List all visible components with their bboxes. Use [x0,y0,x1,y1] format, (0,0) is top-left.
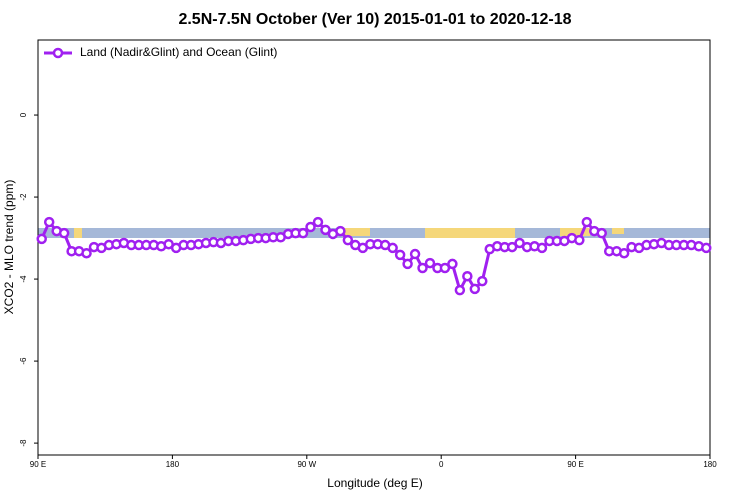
legend-marker [52,47,64,59]
data-point [447,258,458,270]
data-point [312,216,324,228]
x-tick-label: 90 E [30,460,46,469]
data-point [43,216,55,228]
data-point [409,248,421,260]
y-tick-label: 0 [19,112,28,117]
y-axis-label: XCO2 - MLO trend (ppm) [2,180,16,315]
y-tick-label: -8 [19,439,28,447]
data-point [469,283,481,295]
data-point [454,284,466,296]
x-tick-label: 0 [439,460,444,469]
land-patch [560,228,590,236]
ocean-band [38,228,710,238]
data-point [417,262,428,274]
data-point [536,242,548,254]
x-tick-label: 180 [166,460,180,469]
data-point [58,227,70,239]
data-point [477,275,488,287]
data-point [320,224,331,236]
data-point [462,270,473,282]
chart-title: 2.5N-7.5N October (Ver 10) 2015-01-01 to… [178,11,571,28]
y-tick-label: -6 [19,357,28,365]
data-point [506,241,518,253]
data-point [297,227,309,239]
surface-band [38,228,710,238]
x-tick-label: 90 W [297,460,316,469]
data-point [394,249,406,261]
data-point [514,237,525,249]
data-point [574,234,585,246]
data-point [335,225,346,237]
data-point [36,233,47,245]
data-point [305,221,316,233]
land-patch [425,228,515,238]
land-patch [74,228,82,238]
x-axis-label: Longitude (deg E) [327,476,422,490]
data-point [81,247,92,259]
data-point [701,242,712,254]
x-tick-label: 90 E [567,460,583,469]
data-point [596,227,607,239]
y-tick-label: -4 [19,275,28,283]
land-patch [340,228,370,236]
data-point [439,262,451,274]
data-point [424,257,436,269]
data-point [581,216,593,228]
y-tick-label: -2 [19,193,28,201]
data-point [342,234,354,246]
x-tick-label: 180 [703,460,717,469]
data-point [402,258,413,270]
data-point [387,242,398,254]
data-point [618,247,630,259]
land-patch [612,228,624,234]
legend-label: Land (Nadir&Glint) and Ocean (Glint) [80,45,277,59]
